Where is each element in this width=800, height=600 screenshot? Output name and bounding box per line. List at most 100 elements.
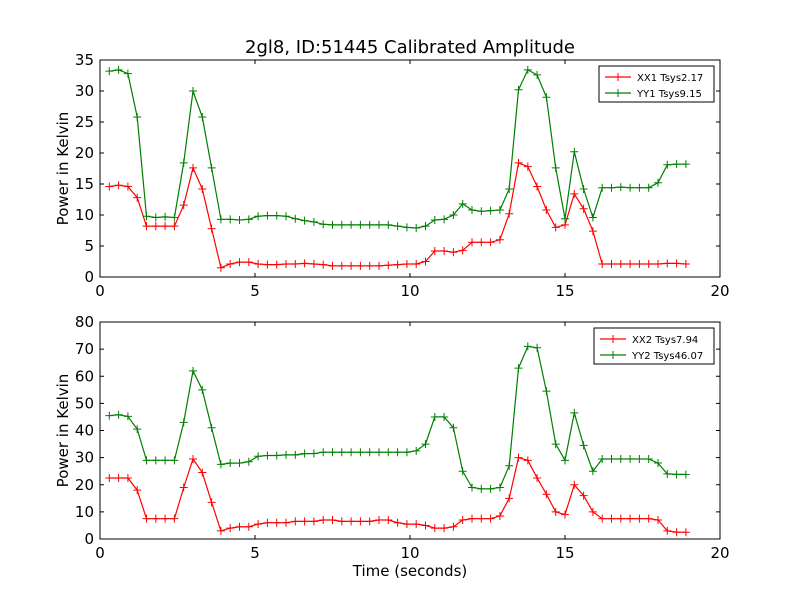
- data-point: [533, 182, 542, 191]
- data-point: [198, 468, 207, 477]
- data-point: [105, 67, 114, 76]
- data-point: [282, 450, 290, 459]
- x-tick-label: 0: [95, 544, 105, 562]
- data-point: [198, 184, 207, 193]
- data-point: [375, 448, 383, 457]
- data-point: [300, 259, 309, 268]
- data-point: [626, 454, 635, 463]
- data-point: [244, 258, 253, 267]
- series-yy1: [105, 65, 690, 233]
- x-tick-label: 10: [400, 282, 419, 300]
- data-point: [570, 147, 579, 156]
- data-point: [449, 522, 458, 531]
- data-point: [207, 163, 216, 172]
- data-point: [616, 259, 625, 268]
- data-point: [235, 215, 244, 224]
- data-point: [514, 453, 523, 462]
- data-point: [598, 259, 607, 268]
- data-point: [254, 520, 263, 529]
- data-point: [598, 454, 607, 463]
- data-point: [226, 259, 235, 268]
- data-point: [226, 524, 235, 533]
- data-point: [514, 158, 523, 167]
- data-point: [421, 222, 430, 231]
- legend-label: XX2 Tsys7.94: [632, 335, 698, 346]
- data-point: [533, 70, 542, 79]
- data-point: [626, 183, 635, 192]
- data-point: [170, 213, 179, 222]
- data-point: [114, 473, 123, 482]
- data-point: [105, 182, 114, 191]
- data-point: [495, 235, 504, 244]
- data-point: [412, 446, 421, 455]
- data-point: [681, 160, 690, 169]
- data-point: [402, 259, 411, 268]
- data-point: [440, 412, 449, 421]
- data-point: [347, 448, 356, 457]
- data-point: [458, 199, 467, 208]
- data-point: [133, 113, 142, 122]
- data-point: [337, 261, 346, 270]
- data-point: [161, 456, 170, 465]
- data-point: [495, 483, 504, 492]
- data-point: [654, 459, 662, 468]
- y-tick-label: 5: [84, 237, 94, 255]
- data-point: [663, 259, 672, 268]
- data-point: [440, 524, 449, 533]
- data-point: [430, 215, 439, 224]
- data-point: [198, 113, 207, 122]
- data-point: [607, 259, 616, 268]
- y-axis-label: Power in Kelvin: [54, 112, 72, 226]
- data-point: [681, 528, 690, 537]
- data-point: [133, 486, 142, 495]
- data-point: [393, 260, 402, 269]
- data-point: [672, 470, 681, 479]
- data-point: [523, 342, 532, 351]
- data-point: [263, 518, 272, 527]
- data-point: [235, 258, 244, 267]
- data-point: [161, 222, 170, 231]
- y-tick-label: 15: [75, 175, 94, 193]
- data-point: [347, 261, 356, 270]
- data-point: [328, 516, 337, 525]
- data-point: [393, 518, 402, 527]
- data-point: [477, 514, 486, 523]
- legend-label: YY2 Tsys46.07: [631, 351, 703, 362]
- data-point: [272, 518, 281, 527]
- data-point: [468, 483, 476, 492]
- data-point: [263, 211, 272, 220]
- data-point: [393, 222, 402, 231]
- data-point: [319, 448, 328, 457]
- data-point: [161, 212, 170, 221]
- data-point: [198, 385, 207, 394]
- data-point: [654, 516, 662, 525]
- data-point: [347, 517, 356, 526]
- y-axis-label: Power in Kelvin: [54, 374, 72, 488]
- data-point: [309, 449, 318, 458]
- y-tick-label: 60: [75, 367, 94, 385]
- data-point: [356, 448, 365, 457]
- data-point: [282, 518, 290, 527]
- data-point: [458, 467, 467, 476]
- data-point: [486, 238, 495, 247]
- data-point: [151, 456, 160, 465]
- legend-marker: [614, 73, 622, 81]
- data-point: [644, 183, 653, 192]
- data-point: [170, 222, 179, 231]
- y-tick-label: 35: [75, 51, 94, 69]
- data-point: [337, 517, 346, 526]
- data-point: [319, 516, 328, 525]
- x-tick-label: 10: [400, 544, 419, 562]
- data-point: [486, 484, 495, 493]
- data-point: [356, 517, 365, 526]
- data-point: [402, 223, 411, 232]
- data-point: [384, 448, 393, 457]
- data-point: [272, 211, 281, 220]
- data-point: [505, 461, 514, 470]
- data-point: [291, 517, 300, 526]
- data-point: [430, 246, 439, 255]
- data-point: [365, 220, 374, 229]
- data-point: [542, 206, 551, 215]
- data-point: [663, 160, 672, 169]
- data-point: [570, 408, 579, 417]
